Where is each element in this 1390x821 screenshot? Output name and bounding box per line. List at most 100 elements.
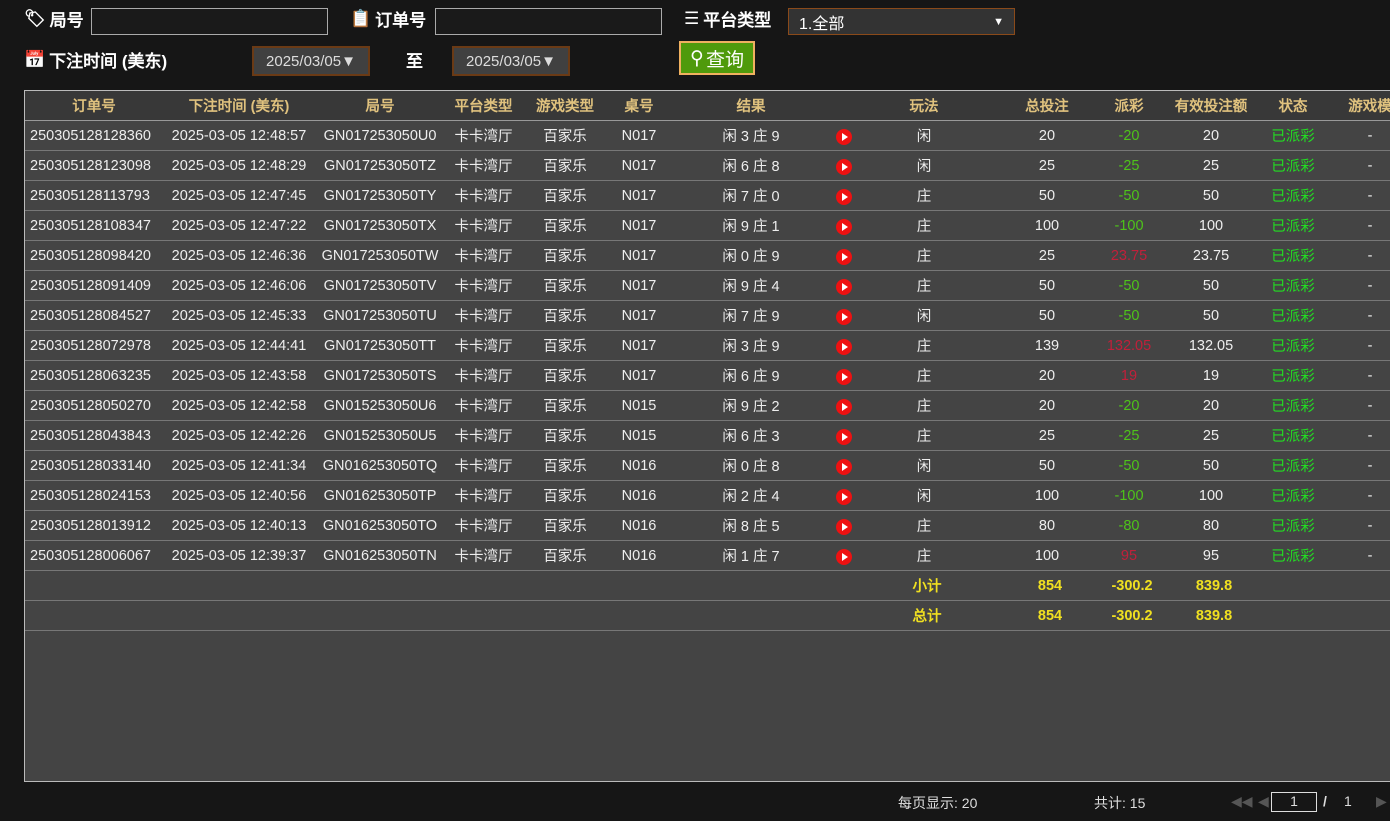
platform: 卡卡湾厅 xyxy=(454,429,513,445)
result: 闲 9 庄 2 xyxy=(722,399,780,415)
game-type: 百家乐 xyxy=(543,519,587,535)
platform-select[interactable]: 1.全部 ▼ xyxy=(788,8,1015,35)
round-id: GN016253050TN xyxy=(323,547,437,564)
prev-page-icon[interactable]: ◀ xyxy=(1258,793,1269,809)
valid-bet: 50 xyxy=(1202,277,1220,294)
valid-bet: 100 xyxy=(1198,217,1224,234)
play-icon xyxy=(835,309,852,325)
valid-bet: 95 xyxy=(1202,547,1220,564)
game-type: 百家乐 xyxy=(543,159,587,175)
total-payout: -300.2 xyxy=(1111,607,1153,624)
play-video-icon[interactable] xyxy=(832,246,855,265)
play-video-icon[interactable] xyxy=(832,546,855,565)
order-id: 250305128050270 xyxy=(30,397,151,414)
bet-time: 2025-03-05 12:48:29 xyxy=(171,157,307,174)
round-id: GN016253050TQ xyxy=(322,457,438,474)
first-page-icon[interactable]: ◀◀ xyxy=(1231,793,1253,809)
dropdown-arrow-icon: ▼ xyxy=(341,52,356,70)
date-from-picker[interactable]: 2025/03/05 ▼ xyxy=(252,46,370,76)
play-icon xyxy=(835,489,852,505)
bet-side: 庄 xyxy=(916,249,932,265)
total-bet: 50 xyxy=(1038,457,1056,474)
platform: 卡卡湾厅 xyxy=(454,309,513,325)
result: 闲 9 庄 1 xyxy=(722,219,780,235)
round-label: 🏷 局号 xyxy=(24,8,84,31)
play-icon xyxy=(835,189,852,205)
table-no: N017 xyxy=(621,247,657,264)
status: 已派彩 xyxy=(1271,549,1315,565)
table-no: N016 xyxy=(621,457,657,474)
bet-side: 庄 xyxy=(916,279,932,295)
search-icon: ⚲ xyxy=(690,47,704,69)
game-type: 百家乐 xyxy=(543,549,587,565)
valid-bet: 25 xyxy=(1202,427,1220,444)
game-type: 百家乐 xyxy=(543,429,587,445)
bet-time: 2025-03-05 12:42:58 xyxy=(171,397,307,414)
bet-side: 庄 xyxy=(916,369,932,385)
platform: 卡卡湾厅 xyxy=(454,279,513,295)
play-video-icon[interactable] xyxy=(832,486,855,505)
round-input[interactable] xyxy=(91,8,328,35)
next-page-icon[interactable]: ▶ xyxy=(1376,793,1387,809)
result: 闲 9 庄 4 xyxy=(722,279,780,295)
table-row: 250305128033140 2025-03-05 12:41:34 GN0162… xyxy=(25,451,1390,481)
payout: 23.75 xyxy=(1110,247,1148,264)
play-video-icon[interactable] xyxy=(832,366,855,385)
date-to-picker[interactable]: 2025/03/05 ▼ xyxy=(452,46,570,76)
valid-bet: 100 xyxy=(1198,487,1224,504)
platform: 卡卡湾厅 xyxy=(454,339,513,355)
table-no: N015 xyxy=(621,427,657,444)
game-mode: - xyxy=(1367,307,1373,324)
game-type: 百家乐 xyxy=(543,399,587,415)
table-row: 250305128013912 2025-03-05 12:40:13 GN0162… xyxy=(25,511,1390,541)
column-header: 下注时间 (美东) xyxy=(188,99,290,115)
round-id: GN015253050U6 xyxy=(323,397,437,414)
total-bet: 20 xyxy=(1038,397,1056,414)
to-label: 至 xyxy=(406,52,423,71)
bet-time: 2025-03-05 12:48:57 xyxy=(171,127,307,144)
valid-bet: 132.05 xyxy=(1188,337,1234,354)
play-icon xyxy=(835,279,852,295)
bet-side: 庄 xyxy=(916,519,932,535)
game-mode: - xyxy=(1367,157,1373,174)
payout: 132.05 xyxy=(1106,337,1152,354)
table-no: N017 xyxy=(621,367,657,384)
play-video-icon[interactable] xyxy=(832,186,855,205)
total-bet: 50 xyxy=(1038,187,1056,204)
game-type: 百家乐 xyxy=(543,489,587,505)
page-input[interactable]: 1 xyxy=(1271,792,1317,812)
valid-bet: 19 xyxy=(1202,367,1220,384)
payout: 95 xyxy=(1120,547,1138,564)
play-video-icon[interactable] xyxy=(832,306,855,325)
play-icon xyxy=(835,369,852,385)
payout: 19 xyxy=(1120,367,1138,384)
total-bet: 80 xyxy=(1038,517,1056,534)
play-video-icon[interactable] xyxy=(832,336,855,355)
game-type: 百家乐 xyxy=(543,309,587,325)
table-no: N017 xyxy=(621,217,657,234)
order-input[interactable] xyxy=(435,8,662,35)
bet-side: 闲 xyxy=(916,309,932,325)
result: 闲 3 庄 9 xyxy=(722,339,780,355)
bet-time: 2025-03-05 12:42:26 xyxy=(171,427,307,444)
platform: 卡卡湾厅 xyxy=(454,129,513,145)
result: 闲 0 庄 8 xyxy=(722,459,780,475)
subtotal-bet: 854 xyxy=(1037,577,1063,594)
play-video-icon[interactable] xyxy=(832,516,855,535)
table-no: N015 xyxy=(621,397,657,414)
play-video-icon[interactable] xyxy=(832,216,855,235)
payout: -25 xyxy=(1118,427,1140,444)
play-video-icon[interactable] xyxy=(832,126,855,145)
table-row: 250305128043843 2025-03-05 12:42:26 GN0152… xyxy=(25,421,1390,451)
query-button[interactable]: ⚲ 查询 xyxy=(679,41,755,75)
subtotal-valid: 839.8 xyxy=(1195,577,1233,594)
play-video-icon[interactable] xyxy=(832,276,855,295)
status: 已派彩 xyxy=(1271,219,1315,235)
play-video-icon[interactable] xyxy=(832,456,855,475)
bet-time: 2025-03-05 12:46:06 xyxy=(171,277,307,294)
play-icon xyxy=(835,459,852,475)
play-video-icon[interactable] xyxy=(832,396,855,415)
play-video-icon[interactable] xyxy=(832,426,855,445)
play-video-icon[interactable] xyxy=(832,156,855,175)
total-valid: 839.8 xyxy=(1195,607,1233,624)
